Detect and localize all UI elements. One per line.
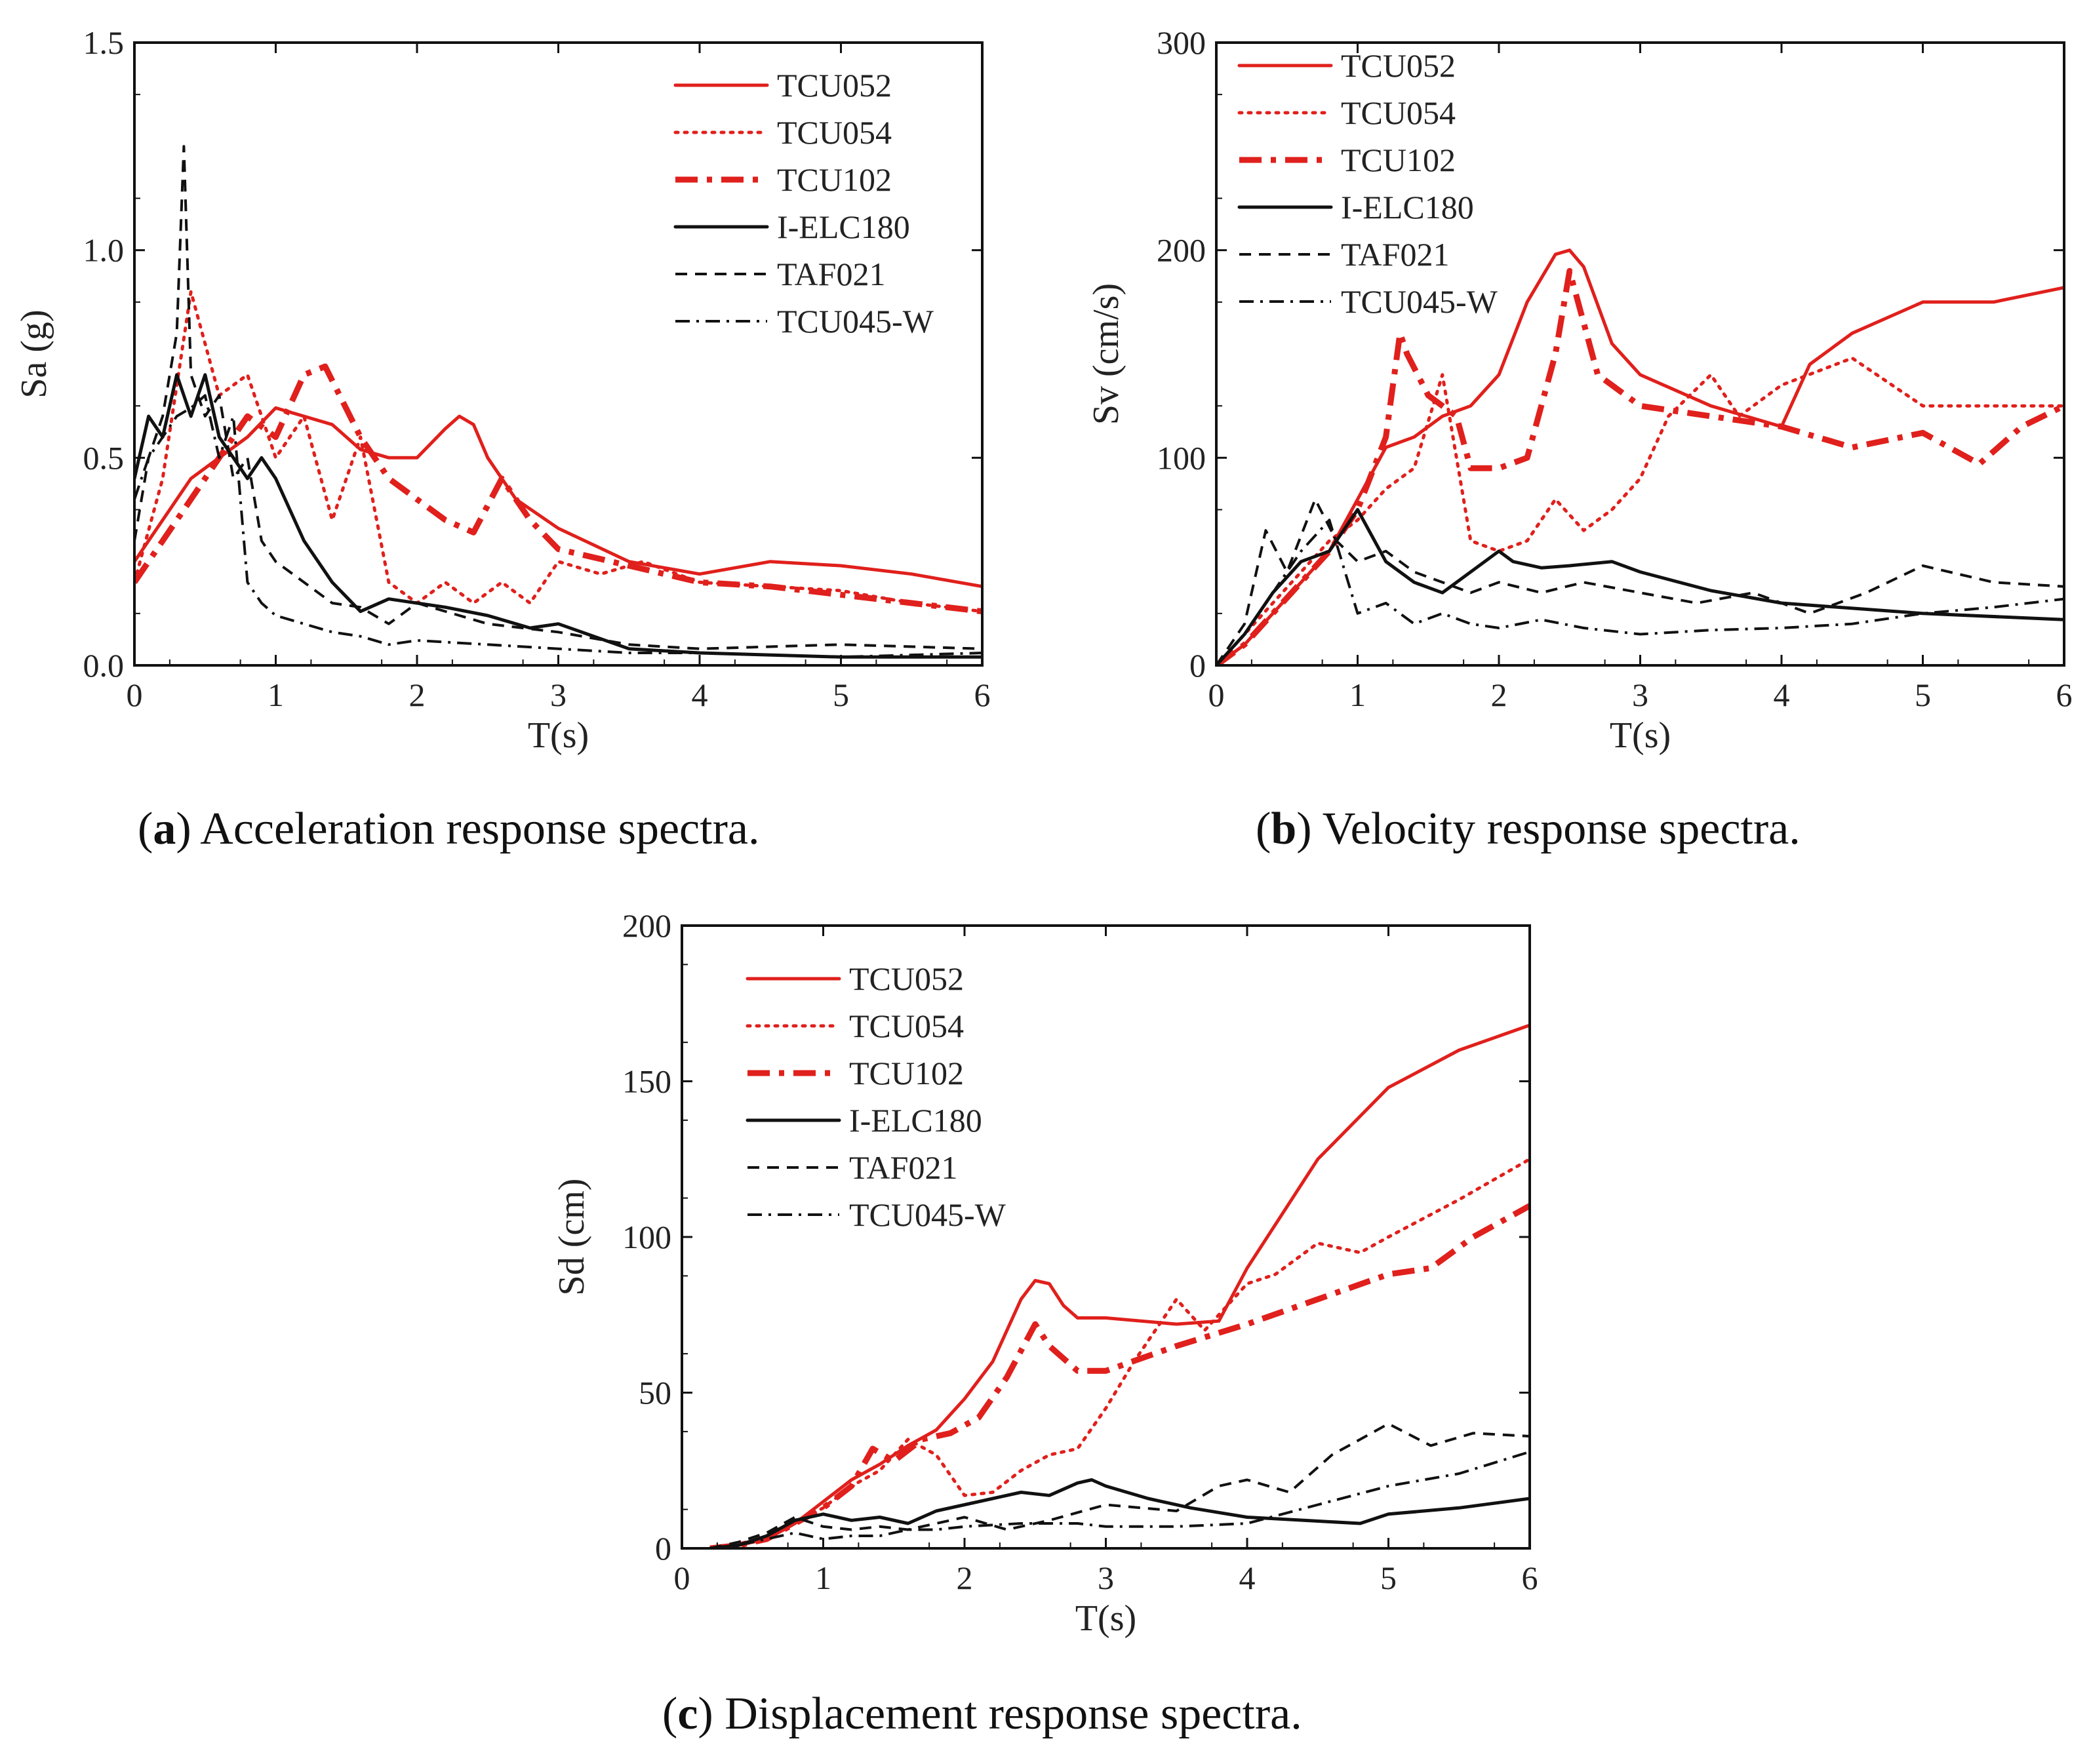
y-tick-label: 100 — [622, 1219, 671, 1255]
legend: TCU052 TCU054 TCU102 I-ELC180 TAF021 TCU045-W — [673, 67, 934, 340]
x-tick-label: 6 — [1522, 1559, 1538, 1596]
legend-label-i-elc180: I-ELC180 — [849, 1102, 982, 1139]
y-axis-title: Sa (g) — [14, 309, 54, 398]
legend-label-tcu052: TCU052 — [777, 67, 892, 104]
series-tcu045-w-line — [134, 394, 982, 659]
x-tick-label: 1 — [268, 676, 284, 713]
y-tick-label: 200 — [622, 907, 671, 944]
y-tick-label: 0 — [1189, 647, 1206, 684]
y-axis-title: Sv (cm/s) — [1086, 283, 1126, 425]
legend-label-tcu054: TCU054 — [849, 1008, 964, 1044]
x-tick-label: 3 — [550, 676, 567, 713]
y-tick-label: 50 — [639, 1375, 671, 1411]
x-tick-label: 3 — [1632, 676, 1648, 713]
y-tick-label: 0.0 — [83, 647, 125, 684]
x-tick-label: 5 — [833, 676, 849, 713]
caption-b-letter: b — [1271, 804, 1297, 854]
series-i-elc180-line — [1216, 508, 2064, 665]
x-tick-label: 4 — [1239, 1559, 1256, 1596]
series-tcu052-line — [708, 1023, 1530, 1548]
series-tcu045-w-line — [709, 1450, 1530, 1548]
series-tcu054-line — [134, 290, 982, 614]
legend-label-tcu052: TCU052 — [849, 960, 964, 997]
series-tcu045-w-line — [1216, 519, 2064, 665]
y-tick-label: 300 — [1157, 24, 1206, 61]
x-tick-label: 5 — [1915, 676, 1931, 713]
plot-frame — [681, 924, 1531, 1550]
series-taf021-line — [1216, 498, 2064, 665]
x-tick-label: 3 — [1098, 1559, 1114, 1596]
series-i-elc180-line — [708, 1478, 1530, 1548]
caption-b-text: ) Velocity response spectra. — [1296, 804, 1801, 854]
x-tick-label: 1 — [1349, 676, 1366, 713]
series-i-elc180-line — [134, 373, 982, 659]
series-tcu054-line — [1216, 356, 2064, 665]
x-tick-label: 0 — [1208, 676, 1225, 713]
caption-c-letter: c — [677, 1689, 698, 1739]
series-taf021-line — [134, 145, 982, 650]
series-tcu102-line — [134, 363, 982, 615]
x-tick-label: 5 — [1380, 1559, 1397, 1596]
caption-a-text: ) Acceleration response spectra. — [176, 804, 760, 854]
legend: TCU052 TCU054 TCU102 I-ELC180 TAF021 TCU045-W — [746, 960, 1006, 1233]
y-tick-label: 150 — [622, 1063, 671, 1100]
series-tcu054-line — [708, 1157, 1530, 1548]
series-tcu102-line — [709, 1203, 1530, 1548]
legend-label-taf021: TAF021 — [777, 256, 885, 292]
x-tick-label: 2 — [409, 676, 426, 713]
caption-a-letter: a — [153, 804, 176, 854]
legend-label-tcu045-w: TCU045-W — [849, 1196, 1006, 1233]
y-tick-label: 0 — [655, 1530, 671, 1567]
legend-label-tcu045-w: TCU045-W — [777, 303, 934, 340]
legend-label-tcu102: TCU102 — [849, 1055, 964, 1091]
legend-label-i-elc180: I-ELC180 — [777, 208, 910, 245]
legend-label-taf021: TAF021 — [1341, 236, 1449, 273]
y-tick-label: 100 — [1157, 439, 1206, 476]
legend-label-tcu054: TCU054 — [777, 114, 892, 151]
caption-c: (c) Displacement response spectra. — [662, 1689, 1302, 1739]
x-axis-title: T(s) — [1075, 1598, 1136, 1639]
y-tick-label: 0.5 — [83, 439, 125, 476]
caption-b: (b) Velocity response spectra. — [1256, 804, 1801, 854]
x-tick-label: 0 — [127, 676, 143, 713]
legend-label-taf021: TAF021 — [849, 1149, 957, 1186]
legend-label-tcu054: TCU054 — [1341, 94, 1456, 131]
y-tick-label: 1.0 — [83, 232, 125, 269]
x-axis-title: T(s) — [528, 715, 589, 756]
legend: TCU052 TCU054 TCU102 I-ELC180 TAF021 TCU045-W — [1237, 47, 1498, 320]
x-tick-label: 2 — [1491, 676, 1507, 713]
legend-label-tcu102: TCU102 — [777, 161, 892, 198]
series-tcu102-line — [1216, 267, 2064, 665]
x-tick-label: 2 — [957, 1559, 973, 1596]
x-tick-label: 6 — [974, 676, 991, 713]
series-tcu052-line — [134, 406, 982, 589]
x-tick-label: 6 — [2056, 676, 2073, 713]
caption-c-text: ) Displacement response spectra. — [698, 1689, 1302, 1739]
y-axis-title: Sd (cm) — [551, 1179, 592, 1296]
series-taf021-line — [709, 1422, 1530, 1548]
x-tick-label: 1 — [815, 1559, 831, 1596]
legend-label-tcu102: TCU102 — [1341, 142, 1456, 178]
x-tick-label: 4 — [1774, 676, 1790, 713]
caption-a: (a) Acceleration response spectra. — [138, 804, 760, 854]
legend-label-tcu045-w: TCU045-W — [1341, 283, 1498, 320]
chart-a: 0 1 2 3 4 5 60.00.51.01.5T(s)Sa (g)TCU052TCU05… — [14, 24, 991, 756]
x-tick-label: 0 — [674, 1559, 690, 1596]
y-tick-label: 200 — [1157, 232, 1206, 269]
x-tick-label: 4 — [692, 676, 708, 713]
legend-label-tcu052: TCU052 — [1341, 47, 1456, 84]
legend-label-i-elc180: I-ELC180 — [1341, 189, 1474, 225]
y-tick-label: 1.5 — [83, 24, 125, 61]
x-axis-title: T(s) — [1610, 715, 1671, 756]
